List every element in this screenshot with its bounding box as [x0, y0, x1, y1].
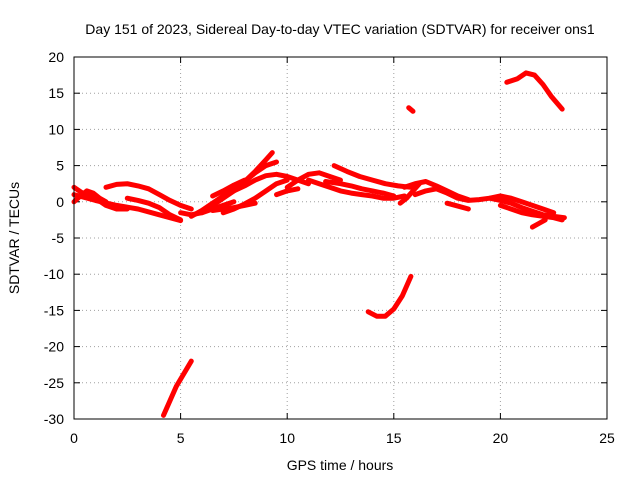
y-tick-label: 5: [56, 158, 64, 174]
series-arc-05: [124, 195, 184, 223]
x-tick-label: 5: [177, 430, 185, 446]
x-tick-label: 0: [70, 430, 78, 446]
series-arc-26: [497, 202, 565, 223]
y-tick-label: 15: [48, 85, 64, 101]
series-arc-27: [529, 217, 548, 230]
series-arc-28: [504, 70, 565, 112]
y-tick-label: 20: [48, 49, 64, 65]
series-arc-21: [406, 105, 416, 114]
x-axis-label: GPS time / hours: [287, 457, 394, 473]
series-arc-16: [306, 177, 407, 201]
series-arc-18: [323, 179, 397, 199]
series-arc-17: [331, 163, 414, 190]
series-arc-14: [284, 170, 343, 190]
x-tick-label: 25: [599, 430, 615, 446]
y-tick-label: -10: [44, 266, 64, 282]
axis-ticks: 0 5 10 15 20 25 -30 -25 -20 -15 -10 -5 0 5 10 15 20: [44, 49, 615, 446]
x-tick-label: 20: [493, 430, 509, 446]
y-tick-label: -30: [44, 411, 64, 427]
series-arc-24: [444, 200, 471, 212]
x-tick-label: 10: [279, 430, 295, 446]
series-arc-03: [71, 192, 184, 224]
series-arc-04: [103, 181, 194, 212]
y-tick-label: -15: [44, 302, 64, 318]
plot-frame: [73, 56, 608, 420]
series-arc-13: [210, 200, 258, 213]
series-arc-10: [210, 177, 248, 199]
gridlines: [74, 57, 607, 419]
series-arc-23: [412, 186, 557, 216]
data-series: [71, 70, 567, 418]
y-tick-label: -20: [44, 339, 64, 355]
y-tick-label: 0: [56, 194, 64, 210]
series-arc-20: [397, 181, 422, 206]
y-tick-label: 10: [48, 121, 64, 137]
series-arc-06: [161, 358, 194, 418]
chart-title: Day 151 of 2023, Sidereal Day-to-day VTE…: [85, 21, 595, 37]
y-tick-label: -5: [52, 230, 65, 246]
y-axis-label: SDTVAR / TECUs: [6, 182, 22, 294]
y-tick-label: -25: [44, 375, 64, 391]
series-arc-19: [365, 273, 414, 319]
series-arc-15: [274, 186, 301, 198]
x-tick-label: 15: [386, 430, 402, 446]
